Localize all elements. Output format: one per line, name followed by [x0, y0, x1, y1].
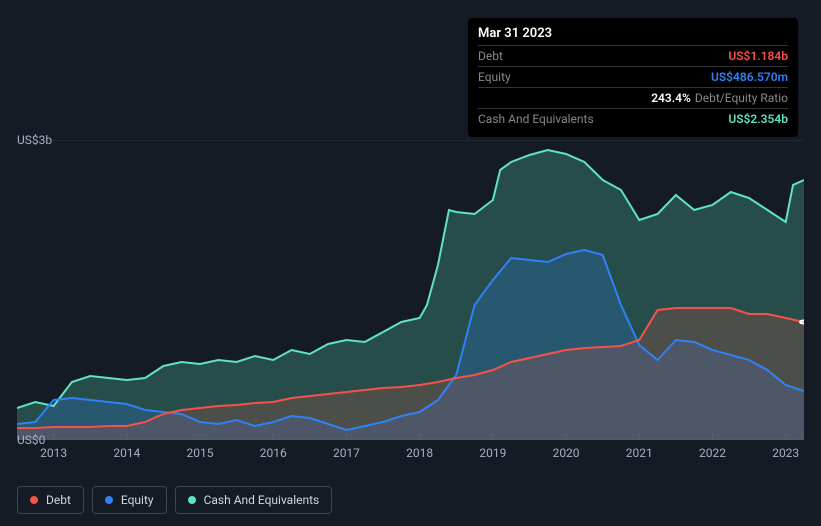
legend-item-equity[interactable]: Equity — [92, 486, 167, 514]
x-axis-label: 2016 — [260, 446, 287, 460]
legend-label: Cash And Equivalents — [204, 493, 320, 507]
chart-legend: Debt Equity Cash And Equivalents — [17, 486, 332, 514]
tooltip-value: US$1.184b — [728, 49, 788, 63]
x-axis-label: 2021 — [626, 446, 653, 460]
tooltip-label: Debt — [478, 49, 503, 63]
area-chart-svg — [17, 140, 804, 440]
x-axis-label: 2020 — [553, 446, 580, 460]
chart-plot-area — [17, 140, 804, 440]
chart-tooltip: Mar 31 2023 Debt US$1.184b Equity US$486.57… — [468, 18, 798, 137]
tooltip-row: Equity US$486.570m — [478, 66, 788, 87]
series-end-marker-debt — [800, 321, 804, 324]
x-axis-label: 2015 — [187, 446, 214, 460]
y-axis-label: US$0 — [17, 433, 45, 447]
x-axis-label: 2023 — [772, 446, 799, 460]
legend-label: Debt — [46, 493, 71, 507]
tooltip-label: Cash And Equivalents — [478, 112, 594, 126]
x-axis-label: 2014 — [113, 446, 140, 460]
tooltip-value: US$2.354b — [728, 112, 788, 126]
legend-item-debt[interactable]: Debt — [17, 486, 84, 514]
tooltip-date: Mar 31 2023 — [478, 26, 788, 41]
y-axis-label: US$3b — [17, 133, 52, 147]
tooltip-label: Equity — [478, 70, 511, 84]
tooltip-ratio: 243.4%Debt/Equity Ratio — [651, 91, 788, 105]
legend-dot-icon — [188, 496, 196, 504]
tooltip-row: Debt US$1.184b — [478, 45, 788, 66]
legend-dot-icon — [105, 496, 113, 504]
legend-label: Equity — [121, 493, 154, 507]
tooltip-row: 243.4%Debt/Equity Ratio — [478, 87, 788, 108]
tooltip-row: Cash And Equivalents US$2.354b — [478, 108, 788, 129]
legend-dot-icon — [30, 496, 38, 504]
x-axis-label: 2019 — [479, 446, 506, 460]
x-axis-label: 2022 — [699, 446, 726, 460]
x-axis-label: 2018 — [406, 446, 433, 460]
tooltip-value: US$486.570m — [711, 70, 788, 84]
x-axis-label: 2017 — [333, 446, 360, 460]
x-axis: 2013 2014 2015 2016 2017 2018 2019 2020 2021 2022… — [17, 446, 804, 466]
legend-item-cash[interactable]: Cash And Equivalents — [175, 486, 333, 514]
x-axis-label: 2013 — [40, 446, 67, 460]
